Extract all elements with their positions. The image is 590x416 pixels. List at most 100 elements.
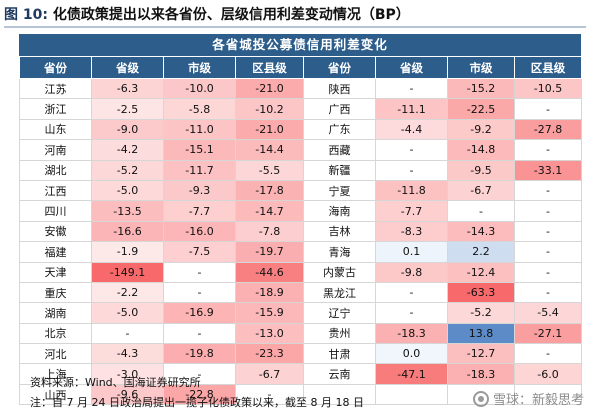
figure-title: 图 10: 化债政策提出以来各省份、层级信用利差变动情况（BP） [4,2,586,28]
table-row: 河南 -4.2 -15.1 -14.4 西藏 - -14.8- [19,139,582,161]
province-cell: 江西 [19,179,92,202]
spread-cell: -19.7 [235,241,304,263]
source-note: 资料来源：Wind、国海证券研究所 [30,376,201,389]
table-row: 天津 -149.1- -44.6 内蒙古 -9.8 -12.4- [19,261,582,283]
spread-cell: -5.8 [163,98,236,120]
column-header: 省份 [19,56,92,79]
xueqiu-logo-icon [472,390,489,407]
spread-cell: 0.1 [375,241,448,263]
table-row: 安徽 -16.6 -16.0 -7.8 吉林 -8.3 -14.3- [19,220,582,243]
spread-cell: -9.5 [447,159,515,181]
figure-number: 图 10: [4,7,48,23]
spread-cell: 13.8 [447,322,515,345]
spread-grid: 省份 省级 市级 区县级 省份 省级 市级 区县级 江苏 -6.3 -10.0 -21.0 陕西 - -1… [19,56,582,406]
province-cell: 天津 [19,261,92,283]
spread-cell: -22.8 [163,383,236,406]
spread-cell: -7.7 [375,200,448,222]
province-cell: 浙江 [19,98,92,120]
spread-cell: - [514,98,582,120]
spread-cell: -15.1 [163,139,236,161]
spread-cell: -4.2 [91,139,164,161]
spread-cell: -11.8 [375,179,448,202]
spread-cell: -16.9 [163,302,236,324]
spread-cell: -11.1 [375,98,448,120]
spread-cell: - [163,261,236,283]
province-cell: 河北 [19,343,92,365]
province-cell: 江苏 [19,77,92,100]
spread-table: 各省城投公募债信用利差变化 省份 省级 市级 区县级 省份 省级 市级 区县级 江苏 -6.3-… [19,34,582,406]
spread-cell: -5.5 [235,159,304,181]
watermark-text: 雪球：新毅思考 [492,393,584,408]
spread-cell: - [163,322,236,345]
spread-cell: -7.7 [163,200,236,222]
spread-cell: 2.2 [447,241,515,263]
province-cell: 黑龙江 [303,281,376,304]
province-cell: 河南 [19,139,92,161]
province-cell: 安徽 [19,220,92,243]
spread-cell: 0.0 [375,343,448,365]
spread-cell: -21.0 [235,118,304,141]
spread-cell: -7.8 [235,220,304,243]
column-header: 区县级 [235,56,304,79]
spread-cell: -22.5 [447,98,515,120]
province-cell: 辽宁 [303,302,376,324]
spread-cell: -6.7 [235,363,304,385]
province-cell: 甘肃 [303,343,376,365]
spread-cell: -21.0 [235,77,304,100]
spread-cell: -47.1 [375,363,448,385]
spread-cell: - [163,281,236,304]
spread-cell: -2.5 [91,98,164,120]
table-row: 山东 -9.0 -11.0 -21.0 广东 -4.4 -9.2 -27.8 [19,118,582,141]
spread-cell: - [375,77,448,100]
spread-cell: -14.7 [235,200,304,222]
footnote: 注：自 7 月 24 日政治局提出一揽子化债政策以来，截至 8 月 18 日 [30,396,364,409]
province-cell: 广西 [303,98,376,120]
table-row: 江西 -5.0 -9.3 -17.8 宁夏 -11.8 -6.7- [19,179,582,202]
spread-cell: -4.3 [91,343,164,365]
table-row: 浙江 -2.5 -5.8 -10.2 广西 -11.1 -22.5- [19,98,582,120]
spread-cell: -5.0 [91,302,164,324]
spread-cell: -1.9 [91,241,164,263]
province-cell: 青海 [303,241,376,263]
spread-cell [514,383,582,406]
spread-cell: -11.7 [163,159,236,181]
province-cell: 广东 [303,118,376,141]
spread-cell: - [514,343,582,365]
spread-cell: - [514,139,582,161]
table-row: 湖北 -5.2 -11.7 -5.5 新疆 - -9.5 -33.1 [19,159,582,181]
table-row: 福建 -1.9 -7.5 -19.7 青海 0.1 2.2- [19,241,582,263]
spread-cell: - [375,302,448,324]
spread-cell: -7.5 [163,241,236,263]
column-header: 省级 [375,56,448,79]
spread-cell: -27.1 [514,322,582,345]
spread-cell: -8.3 [375,220,448,243]
spread-cell: -18.3 [447,363,515,385]
spread-cell: - [514,179,582,202]
spread-cell: -5.0 [91,179,164,202]
table-row: 上海 -3.0- -6.7 云南 -47.1 -18.3 -6.0 [19,363,582,385]
header-row: 省份 省级 市级 区县级 省份 省级 市级 区县级 [19,56,582,79]
spread-cell: - [514,261,582,283]
spread-cell: -18.3 [375,322,448,345]
province-cell: 福建 [19,241,92,263]
spread-cell: - [235,383,304,406]
province-cell: 湖北 [19,159,92,181]
spread-cell: -33.1 [514,159,582,181]
spread-cell: -19.8 [163,343,236,365]
spread-cell: -12.4 [447,261,515,283]
province-cell: 吉林 [303,220,376,243]
spread-cell: -11.0 [163,118,236,141]
spread-cell: -6.3 [91,77,164,100]
spread-cell [375,383,448,406]
spread-cell: -12.7 [447,343,515,365]
spread-cell: -9.3 [163,179,236,202]
spread-cell: -17.8 [235,179,304,202]
province-cell: 贵州 [303,322,376,345]
spread-cell: -9.2 [447,118,515,141]
spread-cell: -13.0 [235,322,304,345]
spread-cell: -44.6 [235,261,304,283]
province-cell: 新疆 [303,159,376,181]
spread-cell: -3.0 [91,363,164,385]
province-cell: 宁夏 [303,179,376,202]
spread-cell: - [447,200,515,222]
